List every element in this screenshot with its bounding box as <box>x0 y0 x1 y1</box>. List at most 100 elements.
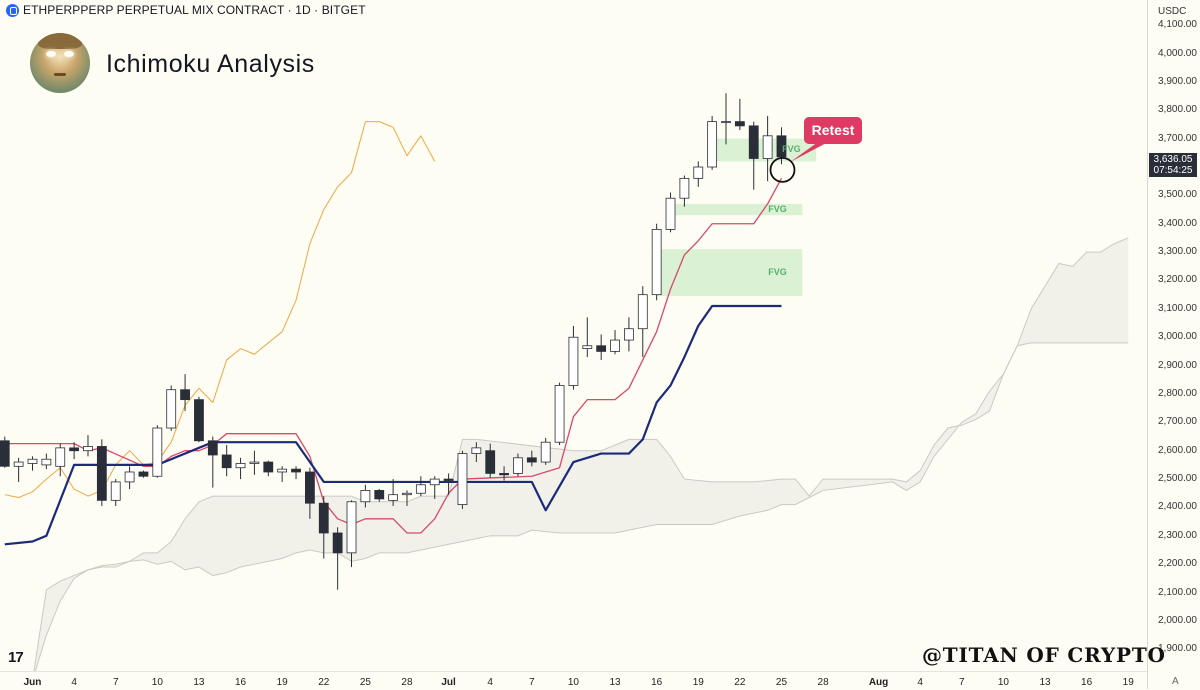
auto-scale-button[interactable]: A <box>1172 676 1179 687</box>
chart-header: ETHPERPPERP PERPETUAL MIX CONTRACT · 1D … <box>6 3 366 17</box>
candle-body <box>513 457 523 474</box>
cloud-fill <box>33 237 1129 671</box>
candle <box>513 453 523 477</box>
candle <box>277 466 288 482</box>
candle-body <box>318 502 329 534</box>
candle-body <box>596 345 607 352</box>
x-tick-label: 7 <box>959 677 965 688</box>
candle <box>596 334 607 360</box>
candle <box>27 456 38 471</box>
y-tick-label: 2,800.00 <box>1158 387 1197 399</box>
x-tick-label: 19 <box>276 677 288 688</box>
candle-body <box>124 471 135 483</box>
candle-body <box>207 440 218 456</box>
candle <box>415 476 426 497</box>
candle <box>180 374 190 411</box>
candle-body <box>637 294 648 330</box>
candle <box>207 436 218 488</box>
y-tick-label: 2,600.00 <box>1158 444 1197 456</box>
candle-body <box>693 166 704 179</box>
candle-body <box>721 121 731 124</box>
candle <box>679 175 690 207</box>
candle <box>610 330 620 355</box>
candle <box>762 115 773 182</box>
candle-body <box>665 197 676 230</box>
candle-body <box>582 345 593 349</box>
candle <box>526 450 537 467</box>
candle-body <box>651 229 662 296</box>
candle <box>693 161 704 187</box>
candle <box>665 192 676 233</box>
y-tick-label: 2,100.00 <box>1158 586 1197 598</box>
candle-body <box>568 336 579 386</box>
candle <box>69 442 80 460</box>
candle <box>194 396 204 443</box>
y-tick-label: 3,300.00 <box>1158 246 1197 258</box>
y-tick-label: 2,000.00 <box>1158 614 1197 626</box>
x-tick-label: 19 <box>1122 677 1134 688</box>
candle-body <box>499 473 509 476</box>
x-tick-label: 25 <box>775 677 788 688</box>
tradingview-logo-icon[interactable]: 17 <box>8 649 24 666</box>
candle-body <box>263 461 274 473</box>
candle-body <box>346 501 357 554</box>
x-tick-label: Aug <box>868 677 889 688</box>
candle-body <box>402 492 412 496</box>
candle <box>651 223 662 301</box>
candle <box>346 500 357 568</box>
candle-countdown: 07:54:25 <box>1153 165 1193 176</box>
candle <box>138 470 149 478</box>
y-tick-label: 4,100.00 <box>1158 19 1197 31</box>
candle <box>582 317 593 358</box>
candle-body <box>540 441 551 463</box>
x-tick-label: 13 <box>609 677 621 688</box>
fvg-label: FVG <box>782 143 801 154</box>
fvg-label: FVG <box>768 203 787 214</box>
candle-body <box>138 471 149 477</box>
candle-body <box>83 446 93 452</box>
candle-body <box>221 454 232 469</box>
candle <box>748 121 759 190</box>
x-tick-label: 4 <box>71 677 77 688</box>
x-tick-label: 10 <box>151 677 163 688</box>
y-tick-label: 3,200.00 <box>1158 274 1197 286</box>
y-tick-label: 3,000.00 <box>1158 331 1197 343</box>
retest-label: Retest <box>804 117 862 144</box>
candle <box>707 115 718 170</box>
candle-body <box>304 471 315 504</box>
candle-body <box>180 389 190 401</box>
candle <box>734 98 745 131</box>
time-axis[interactable]: Jun 4 7 10 13 16 19 22 25 28 Jul 4 7 10 13 16 19 22 25 28 Au… <box>0 671 1147 690</box>
x-tick-label: 16 <box>234 677 247 688</box>
x-tick-label: 7 <box>529 677 535 688</box>
fvg-zone <box>670 203 803 216</box>
candle <box>304 467 315 519</box>
y-tick-label: 3,500.00 <box>1158 189 1197 201</box>
candle-body <box>610 339 620 352</box>
candle <box>457 450 468 509</box>
x-tick-label: 28 <box>817 677 829 688</box>
x-tick-label: 16 <box>651 677 663 688</box>
candle-body <box>471 447 482 454</box>
candle-body <box>96 446 107 501</box>
candle-body <box>332 532 343 554</box>
price-chart[interactable] <box>0 0 1147 671</box>
candle-body <box>55 447 66 467</box>
x-tick-label: 13 <box>193 677 205 688</box>
candle-body <box>762 135 773 159</box>
y-tick-label: 4,000.00 <box>1158 47 1197 59</box>
candle-body <box>679 177 690 199</box>
candle <box>721 93 731 145</box>
candle <box>360 484 371 508</box>
price-axis[interactable]: USDC 1,900.00 2,000.00 2,100.00 2,200.00 2,3… <box>1147 0 1200 689</box>
candle-body <box>152 427 163 477</box>
candle-body <box>277 468 288 473</box>
candle <box>485 443 496 478</box>
senkou-span-b <box>33 342 1129 671</box>
avatar-icon <box>30 33 90 93</box>
candle <box>0 436 10 468</box>
candle-body <box>776 135 787 158</box>
y-tick-label: 3,700.00 <box>1158 132 1197 144</box>
indicator-lines <box>4 121 783 546</box>
candle-body <box>110 481 121 501</box>
